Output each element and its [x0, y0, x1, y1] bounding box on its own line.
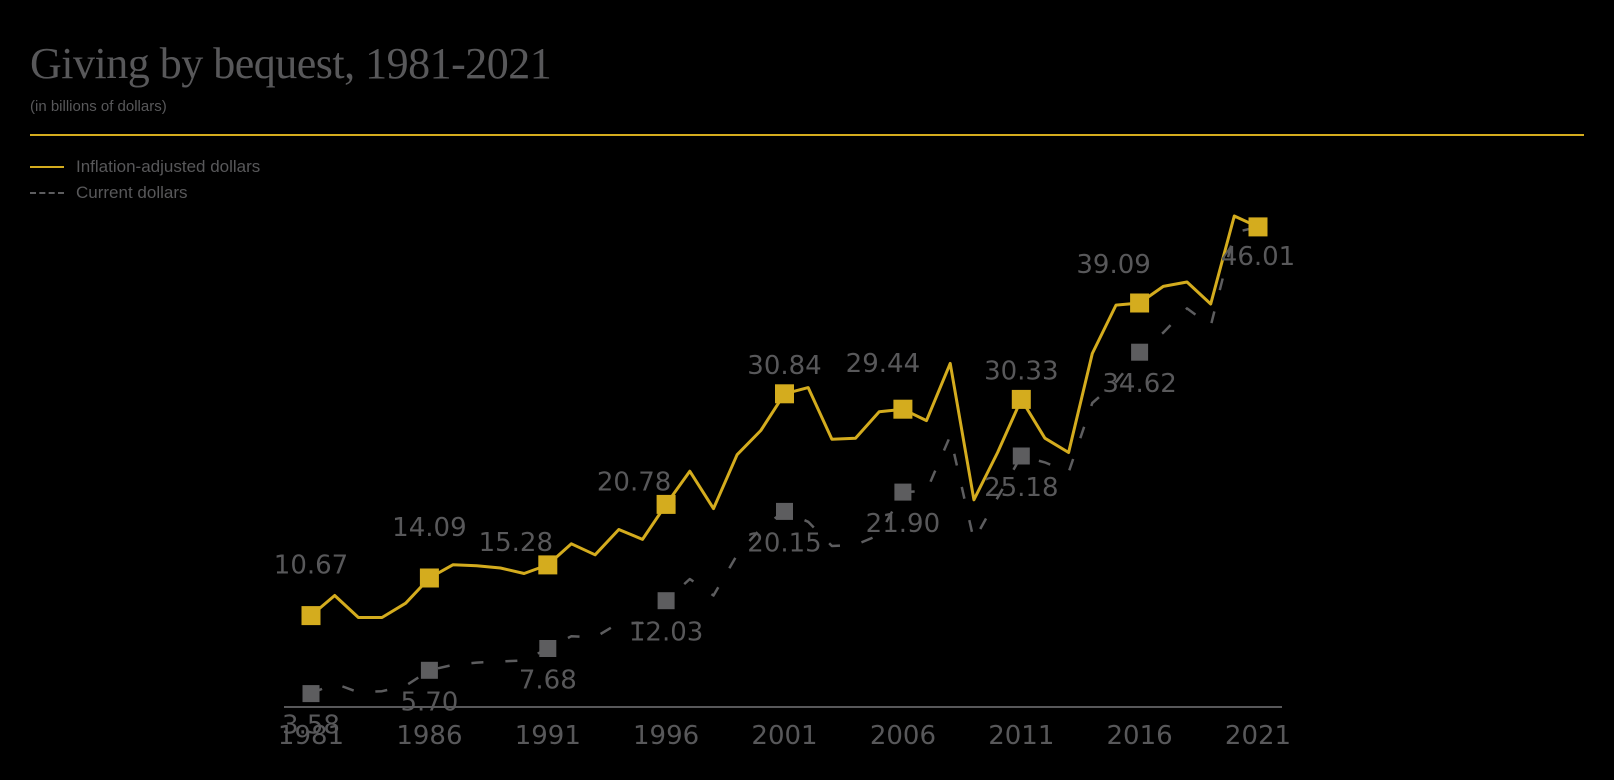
marker-current: [776, 502, 793, 520]
marker-inflation-adjusted: [775, 384, 794, 404]
data-label: 30.33: [984, 356, 1058, 386]
marker-inflation-adjusted: [1248, 217, 1268, 237]
data-label: 34.62: [1102, 369, 1176, 399]
marker-current: [657, 592, 675, 610]
title-divider: [30, 134, 1584, 136]
x-tick-label: 1991: [515, 721, 581, 751]
marker-inflation-adjusted: [301, 606, 321, 626]
marker-current: [302, 685, 320, 703]
data-label: 29.44: [846, 349, 920, 379]
x-tick-label: 2006: [870, 721, 936, 751]
data-label: 5.70: [400, 687, 458, 717]
data-label: 46.01: [1221, 242, 1295, 272]
data-label: 15.28: [479, 528, 553, 558]
marker-inflation-adjusted: [893, 399, 913, 419]
marker-layer: [301, 217, 1268, 703]
data-label: 3.58: [282, 711, 340, 741]
data-label: 7.68: [519, 666, 577, 696]
data-label: 20.78: [597, 467, 671, 497]
legend-label: Current dollars: [76, 183, 188, 202]
x-axis: 1981 1986 1991 1996 2001 2006 2011 2016 2021: [278, 706, 1291, 751]
legend-item-current: Current dollars: [30, 180, 260, 206]
chart-subtitle: (in billions of dollars): [30, 98, 167, 115]
series-line-current: [310, 225, 1259, 695]
label-layer: 10.67 14.09 15.28 20.78 30.84 29.44 30.33 39.09…: [274, 242, 1295, 741]
marker-current: [1131, 343, 1149, 361]
legend-swatch-solid: [30, 166, 64, 168]
chart-title: Giving by bequest, 1981-2021: [30, 39, 552, 88]
data-label: 20.15: [747, 528, 821, 558]
data-label: 14.09: [392, 513, 466, 543]
data-label: 30.84: [747, 351, 821, 381]
chart-legend: Inflation-adjusted dollars Current dolla…: [30, 154, 260, 206]
marker-inflation-adjusted: [656, 494, 676, 514]
x-tick-label: 2021: [1225, 721, 1291, 751]
marker-current: [420, 661, 438, 679]
legend-item-inflation-adjusted: Inflation-adjusted dollars: [30, 154, 260, 180]
data-label: 25.18: [984, 473, 1058, 503]
marker-current: [894, 483, 912, 501]
legend-swatch-dashed: [30, 192, 64, 194]
marker-current: [539, 640, 557, 657]
x-tick-label: 2011: [988, 721, 1054, 751]
x-tick-label: 1981: [278, 721, 344, 751]
x-tick-label: 1996: [633, 721, 699, 751]
data-label: 21.90: [866, 509, 940, 539]
marker-inflation-adjusted: [419, 568, 439, 588]
marker-inflation-adjusted: [538, 555, 558, 575]
marker-current: [1012, 447, 1030, 465]
x-tick-label: 2016: [1107, 721, 1173, 751]
data-label: 10.67: [274, 551, 348, 581]
data-label: 12.03: [629, 618, 703, 648]
x-tick-label: 2001: [751, 721, 817, 751]
x-tick-label: 1986: [396, 721, 462, 751]
marker-inflation-adjusted: [1011, 389, 1031, 409]
marker-inflation-adjusted: [1130, 293, 1150, 313]
legend-label: Inflation-adjusted dollars: [76, 157, 261, 176]
data-label: 39.09: [1076, 250, 1150, 280]
series-layer: [310, 214, 1259, 695]
